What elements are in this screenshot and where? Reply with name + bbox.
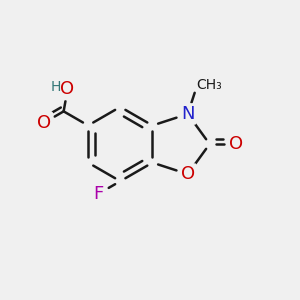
Text: CH₃: CH₃ <box>196 78 222 92</box>
Text: O: O <box>61 80 75 98</box>
Text: N: N <box>181 105 194 123</box>
Text: O: O <box>181 165 195 183</box>
Text: O: O <box>37 113 51 131</box>
Text: H: H <box>50 80 61 94</box>
Text: F: F <box>93 185 103 203</box>
Text: O: O <box>229 135 243 153</box>
